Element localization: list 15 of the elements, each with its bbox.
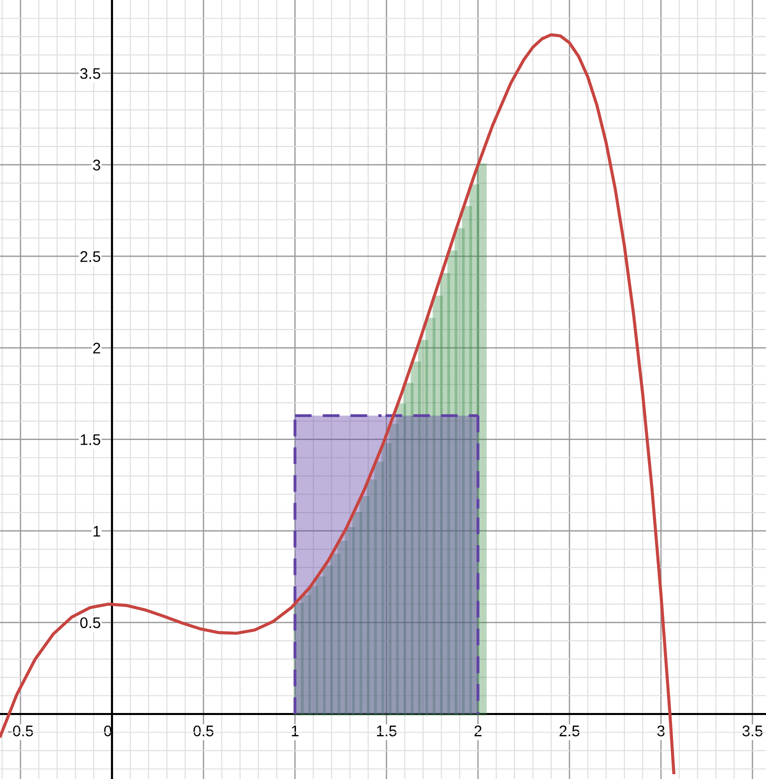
x-tick-label: 2 <box>474 726 482 736</box>
y-tick-label: 2.5 <box>80 251 100 262</box>
y-tick-label: 1 <box>94 526 100 536</box>
x-tick-label: 1 <box>292 726 298 736</box>
y-tick-label: 3 <box>92 160 100 170</box>
x-tick-label: 0.5 <box>193 726 214 736</box>
y-tick-label: 1.5 <box>80 434 100 446</box>
x-tick-label: 1.5 <box>377 726 396 736</box>
y-tick-label: 3.5 <box>80 68 100 79</box>
line-series <box>0 33 676 774</box>
y-tick-label: 2 <box>93 342 100 354</box>
y-tick-label: 0.5 <box>80 617 100 628</box>
x-tick-label: 2.5 <box>560 726 580 736</box>
x-tick-label: 3 <box>657 726 665 736</box>
x-tick-label: 3.5 <box>742 726 762 736</box>
